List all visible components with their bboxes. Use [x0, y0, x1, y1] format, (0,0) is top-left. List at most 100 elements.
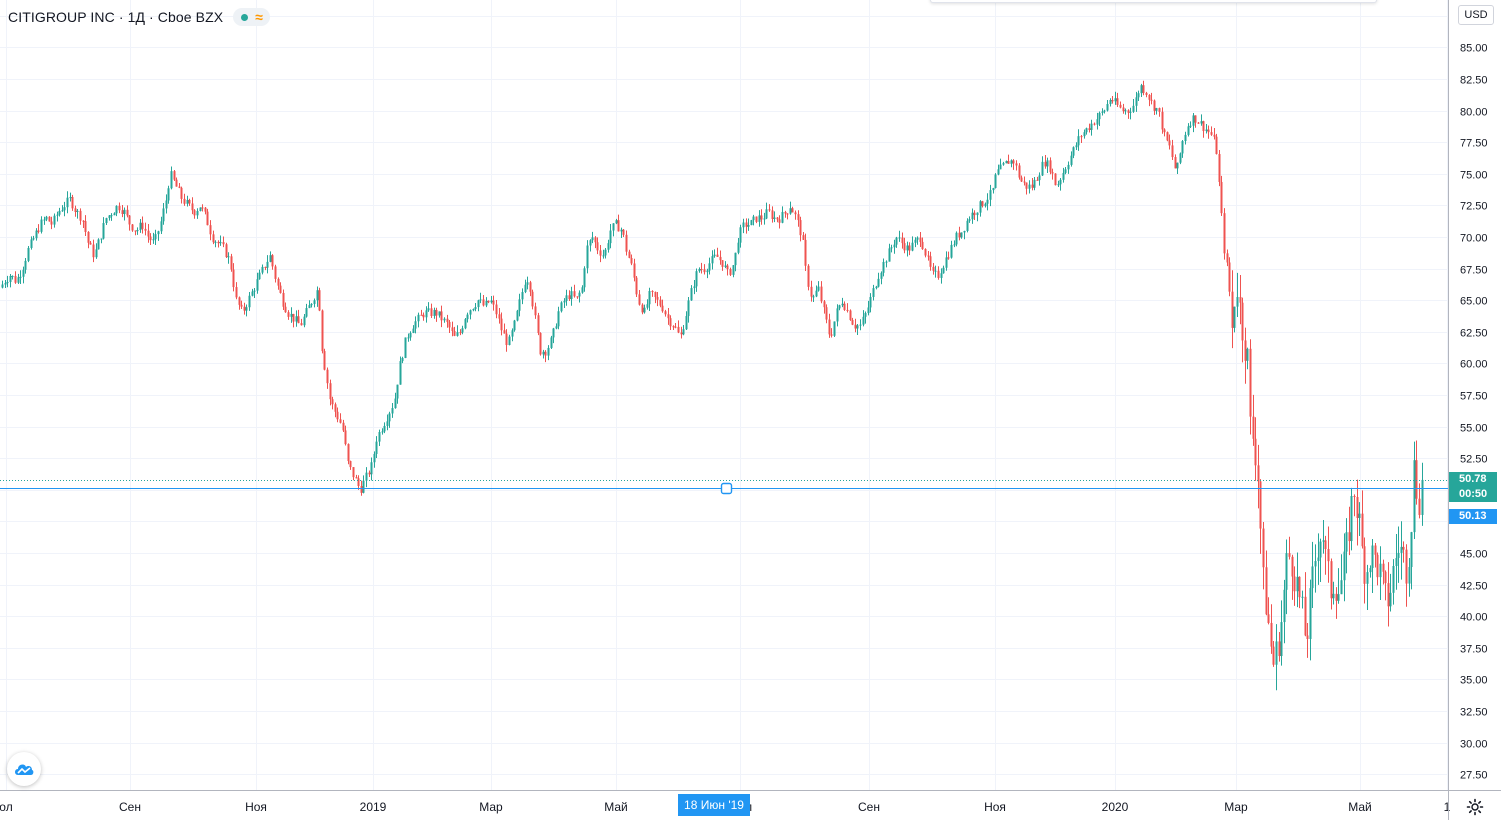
candle — [1181, 140, 1184, 158]
candle — [895, 236, 898, 248]
y-tick-label: 30.00 — [1460, 739, 1488, 751]
candle — [175, 177, 178, 187]
candle-body — [76, 210, 79, 212]
candle — [843, 301, 846, 311]
symbol-title[interactable]: CITIGROUP INC · 1Д · Cboe BZX — [8, 9, 224, 25]
candle-body — [461, 328, 464, 333]
candle — [1257, 444, 1260, 509]
candle — [1265, 550, 1268, 616]
candle-body — [997, 169, 1000, 175]
currency-label[interactable]: USD — [1458, 5, 1494, 25]
gear-icon[interactable] — [1462, 795, 1488, 819]
candle — [1192, 112, 1195, 133]
candle-body — [984, 203, 987, 207]
candle-body — [708, 263, 711, 271]
candle — [620, 227, 623, 239]
candle-body — [797, 214, 800, 221]
candle-body — [823, 301, 826, 308]
candle-body — [1020, 177, 1023, 182]
candle — [383, 422, 386, 434]
candle-body — [188, 199, 191, 204]
candle — [1054, 173, 1057, 186]
candle-body — [1280, 622, 1283, 657]
candle-body — [238, 297, 241, 305]
candle-body — [854, 324, 857, 329]
candle — [797, 210, 800, 227]
candle — [1241, 297, 1244, 363]
candle-body — [570, 291, 573, 300]
candle — [201, 204, 204, 212]
candle — [1244, 327, 1247, 384]
status-badges[interactable]: ≈ — [233, 8, 270, 26]
candle-body — [812, 296, 815, 298]
candle — [365, 467, 368, 488]
candle — [698, 267, 701, 273]
candle-body — [266, 261, 269, 268]
candle — [1259, 479, 1262, 554]
candle-body — [1150, 99, 1153, 101]
candle — [1059, 178, 1062, 191]
candle-body — [318, 290, 321, 311]
candle — [1272, 640, 1275, 667]
y-tick-label: 67.50 — [1460, 265, 1488, 277]
candle-body — [1129, 111, 1132, 113]
candle-body — [784, 211, 787, 214]
candle — [152, 232, 155, 244]
candle — [680, 326, 683, 339]
candle — [141, 216, 144, 234]
candle-body — [209, 225, 212, 235]
candle — [1330, 558, 1333, 610]
candle — [1236, 272, 1239, 318]
candle-body — [1080, 136, 1083, 138]
candle — [1067, 161, 1070, 174]
candle — [9, 274, 12, 288]
candle — [79, 208, 82, 225]
candle — [1153, 99, 1156, 116]
candle-body — [825, 307, 828, 320]
candle — [927, 250, 930, 261]
candle-body — [214, 241, 217, 243]
candle-body — [24, 260, 27, 270]
candle — [479, 292, 482, 304]
candle — [469, 309, 472, 320]
x-tick-label: ол — [0, 800, 13, 814]
candle — [726, 263, 729, 276]
candle — [1376, 552, 1379, 586]
candle — [1049, 157, 1052, 175]
candle — [425, 306, 428, 323]
candle — [310, 303, 313, 308]
candle — [1298, 576, 1301, 609]
candle — [973, 210, 976, 221]
candle — [321, 309, 324, 354]
candle — [279, 282, 282, 294]
candle — [849, 309, 852, 321]
candle-body — [1215, 136, 1218, 155]
candle — [992, 187, 995, 194]
candle — [1379, 546, 1382, 600]
candle — [1062, 167, 1065, 183]
candle — [352, 467, 355, 481]
symbol-legend[interactable]: CITIGROUP INC · 1Д · Cboe BZX ≈ — [8, 6, 270, 28]
candle-body — [682, 329, 685, 335]
candle-body — [1275, 641, 1278, 665]
candle — [440, 305, 443, 328]
candle — [872, 284, 875, 301]
candle — [1254, 417, 1257, 481]
candle — [1363, 537, 1366, 604]
candle-body — [542, 351, 545, 355]
candle-body — [1356, 497, 1359, 518]
candle-body — [999, 164, 1002, 170]
candle-body — [833, 321, 836, 336]
candle-body — [227, 256, 230, 258]
candle-body — [342, 422, 345, 431]
candle — [612, 223, 615, 237]
candle — [799, 216, 802, 242]
candle — [654, 291, 657, 304]
candle-body — [1207, 129, 1210, 133]
candle-body — [578, 292, 581, 297]
tradingview-cloud-icon[interactable] — [7, 752, 41, 786]
candle — [1233, 306, 1236, 333]
candle-body — [583, 268, 586, 288]
candle — [32, 235, 35, 241]
